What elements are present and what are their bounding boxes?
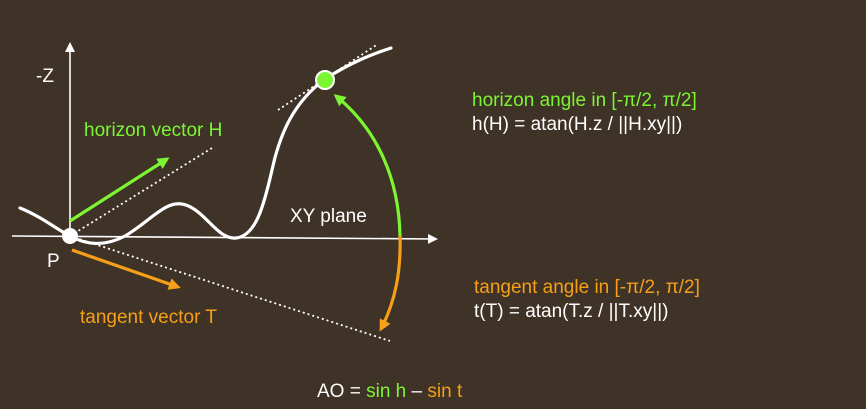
horizon-angle-formula: h(H) = atan(H.z / ||H.xy||) <box>472 114 683 135</box>
horizon-dotted-line <box>69 147 213 237</box>
tangent-angle-title: tangent angle in [-π/2, π/2] <box>474 277 700 298</box>
ao-prefix: AO = <box>317 381 367 402</box>
ao-sin-h: sin h <box>366 381 407 402</box>
ao-sin-t: sin t <box>427 381 463 402</box>
xy-plane-label: XY plane <box>290 206 367 227</box>
ao-equation: AO = sin h – sin t <box>317 381 462 403</box>
horizon-vector-arrow <box>69 157 170 223</box>
xy-plane-axis <box>11 233 438 244</box>
point-p-label: P <box>47 251 60 272</box>
horizon-angle-arc <box>333 94 402 237</box>
tangent-dotted-line <box>69 235 391 342</box>
ao-minus: – <box>406 381 428 402</box>
horizon-point <box>315 70 335 90</box>
point-p <box>62 228 78 244</box>
tangent-vector-arrow <box>71 248 181 290</box>
z-axis-label: -Z <box>36 66 54 87</box>
tangent-angle-formula: t(T) = atan(T.z / ||T.xy||) <box>474 301 669 322</box>
tangent-angle-arc <box>379 235 402 332</box>
tangent-vector-label: tangent vector T <box>80 307 217 328</box>
horizon-vector-label: horizon vector H <box>84 120 223 141</box>
horizon-angle-title: horizon angle in [-π/2, π/2] <box>472 90 697 111</box>
